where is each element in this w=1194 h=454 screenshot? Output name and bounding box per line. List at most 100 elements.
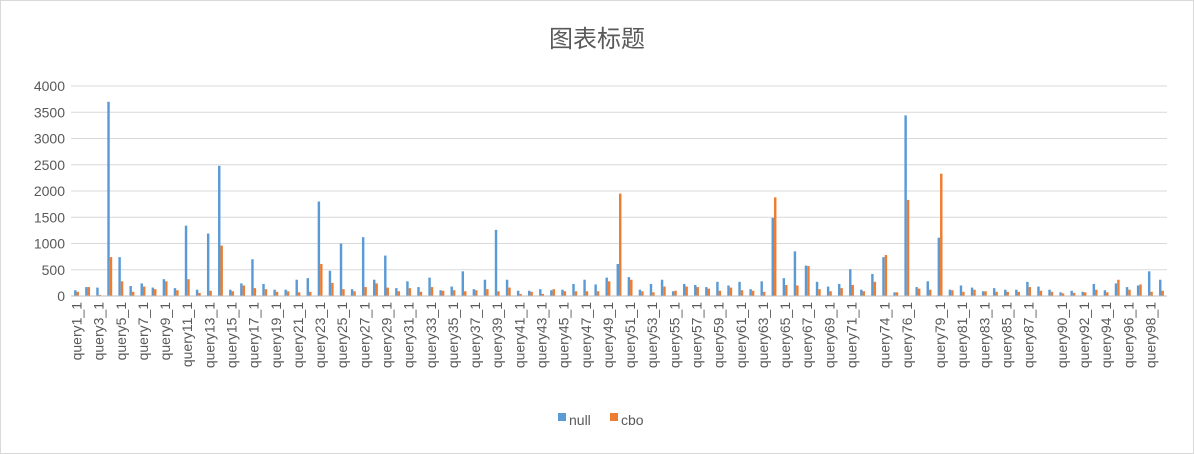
bar-null (1103, 290, 1107, 296)
bar-null (682, 283, 686, 296)
x-tick-label: query87_1 (1021, 302, 1037, 368)
bars (74, 101, 1164, 297)
bar-null (660, 279, 664, 296)
bar-cbo (242, 285, 246, 296)
bar-null (328, 270, 332, 296)
bar-null (826, 286, 830, 296)
bar-cbo (320, 263, 323, 296)
bar-null (1081, 291, 1084, 296)
bar-cbo (718, 290, 722, 296)
bar-null (716, 281, 719, 296)
bar-null (505, 279, 509, 296)
bar-null (782, 278, 786, 296)
bar-cbo (1039, 290, 1043, 296)
bar-null (406, 281, 409, 296)
bar-null (151, 287, 155, 296)
bar-cbo (652, 292, 655, 296)
x-tick-label: query7_1 (135, 302, 151, 361)
bar-null (627, 277, 631, 296)
y-axis-ticks: 0 500 1000 1500 2000 2500 3000 3500 4000 (34, 78, 65, 304)
bar-cbo (397, 291, 401, 296)
x-tick-label: query21_1 (290, 302, 306, 368)
x-tick-label: query67_1 (799, 302, 815, 368)
x-tick-label: query15_1 (224, 302, 240, 368)
bar-null (339, 243, 343, 296)
bar-null (140, 283, 143, 296)
x-tick-label: query3_1 (91, 302, 107, 361)
bar-null (793, 251, 797, 297)
x-tick-label: query61_1 (733, 302, 749, 368)
bar-cbo (630, 279, 633, 296)
x-tick-label: query76_1 (899, 302, 915, 368)
x-tick-label: query35_1 (445, 302, 461, 368)
bar-null (1037, 286, 1040, 296)
x-tick-label: query23_1 (312, 302, 328, 368)
x-tick-label: query27_1 (356, 302, 372, 368)
bar-null (904, 115, 907, 297)
x-tick-label: query31_1 (401, 302, 417, 368)
bar-null (1015, 289, 1018, 296)
bar-cbo (1072, 292, 1076, 296)
bar-cbo (585, 291, 589, 296)
bar-cbo (176, 290, 179, 296)
bar-cbo (154, 289, 157, 296)
bar-cbo (541, 293, 544, 296)
bar-cbo (386, 287, 389, 296)
bar-cbo (464, 291, 467, 296)
x-tick-label: query53_1 (644, 302, 660, 368)
bar-null (483, 279, 487, 296)
bar-cbo (840, 288, 843, 297)
bar-cbo (408, 288, 412, 297)
bar-cbo (1128, 289, 1131, 296)
bar-null (262, 283, 265, 296)
bar-cbo (951, 290, 954, 296)
bar-null (749, 289, 752, 296)
bar-null (528, 290, 531, 296)
bar-null (849, 269, 852, 296)
x-tick-label: query65_1 (777, 302, 793, 368)
x-tick-label: query47_1 (578, 302, 594, 368)
bar-null (694, 284, 697, 296)
x-tick-label: query79_1 (932, 302, 948, 368)
bar-cbo (619, 193, 622, 297)
bar-cbo (928, 289, 932, 296)
x-tick-label: query85_1 (998, 302, 1014, 368)
bar-null (837, 283, 841, 296)
bar-null (1114, 283, 1118, 296)
bar-cbo (596, 291, 600, 296)
bar-null (96, 287, 99, 296)
bar-null (981, 291, 985, 296)
bar-null (1059, 292, 1062, 296)
bar-cbo (574, 291, 578, 296)
x-tick-label: query49_1 (600, 302, 616, 368)
bar-cbo (1095, 289, 1098, 296)
series-null (74, 101, 1162, 297)
x-tick-label: query37_1 (467, 302, 483, 368)
bar-null (461, 271, 465, 296)
x-tick-label: query83_1 (976, 302, 992, 368)
bar-null (74, 290, 77, 296)
bar-cbo (264, 289, 268, 296)
bar-null (218, 165, 221, 296)
legend-swatch-cbo (610, 413, 618, 421)
x-tick-label: query51_1 (622, 302, 638, 368)
bar-cbo (275, 291, 279, 296)
y-tick-label: 2000 (34, 183, 65, 199)
bar-null (937, 237, 941, 296)
x-tick-label: query41_1 (511, 302, 527, 368)
chart-title: 图表标题 (549, 25, 645, 53)
bar-cbo (829, 291, 832, 296)
bar-null (173, 288, 177, 297)
bar-cbo (87, 287, 91, 296)
bar-null (251, 259, 254, 296)
bar-cbo (552, 289, 556, 296)
bar-cbo (796, 285, 799, 296)
bar-cbo (297, 292, 301, 296)
x-tick-label: query63_1 (755, 302, 771, 368)
x-tick-label: query71_1 (843, 302, 859, 368)
bar-cbo (530, 291, 533, 296)
bar-null (1070, 290, 1073, 296)
bar-null (871, 273, 874, 296)
bar-cbo (286, 291, 290, 296)
bar-null (671, 291, 675, 296)
